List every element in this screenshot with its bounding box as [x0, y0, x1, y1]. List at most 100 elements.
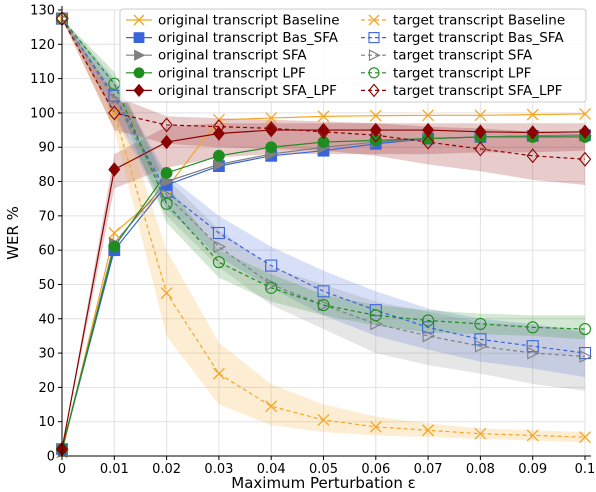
data-point-series-6	[369, 304, 382, 317]
data-point-series-5	[317, 414, 330, 426]
data-point-series-5	[369, 420, 382, 433]
band-series-7	[62, 18, 585, 391]
data-point-series-3	[212, 149, 225, 162]
y-tick-label: 20	[38, 381, 55, 396]
y-tick-label: 10	[38, 415, 55, 430]
x-tick-label: 0.02	[152, 462, 181, 477]
data-point-series-3	[265, 141, 278, 154]
legend-marker	[368, 49, 381, 62]
legend-label: target transcript SFA	[393, 48, 533, 64]
data-point-series-9	[369, 127, 383, 143]
data-point-series-5	[526, 429, 539, 442]
data-point-series-4	[369, 122, 382, 138]
y-tick-label: 40	[38, 312, 55, 327]
data-point-series-7	[579, 350, 593, 363]
y-tick-label: 50	[38, 278, 55, 293]
axes: 0 10 20 30 40 50 60 70 80 90 100 110 120 130 0 0.01 0.02…	[4, 4, 595, 492]
data-point-series-8	[369, 309, 382, 322]
legend-marker	[368, 83, 380, 98]
y-tick-label: 130	[30, 4, 55, 19]
data-point-series-4	[474, 124, 487, 140]
legend-marker	[368, 32, 380, 44]
legend-marker	[134, 49, 146, 61]
data-point-series-0	[108, 227, 121, 239]
legend: original transcript Baseline original tra…	[119, 8, 587, 103]
x-tick-label: 0.1	[575, 462, 596, 477]
data-point-series-5	[579, 431, 591, 444]
band-series-5	[62, 18, 585, 443]
x-tick-label: 0.03	[204, 462, 233, 477]
data-point-series-4	[317, 122, 330, 138]
legend-box	[119, 8, 587, 103]
data-point-series-9	[526, 148, 539, 164]
data-point-series-9	[108, 105, 121, 121]
legend-marker	[133, 67, 145, 79]
legend-label: original transcript SFA_LPF	[158, 83, 337, 99]
legend-label: target transcript Bas_SFA	[393, 30, 564, 46]
x-tick-label: 0.05	[309, 462, 338, 477]
y-tick-label: 120	[30, 38, 55, 53]
y-tick-label: 80	[38, 175, 55, 190]
legend-label: original transcript Baseline	[158, 13, 340, 29]
data-point-series-6	[526, 340, 539, 353]
x-tick-label: 0.01	[100, 462, 129, 477]
data-point-series-8	[160, 197, 173, 210]
band-series-9	[62, 18, 585, 185]
data-point-series-6	[317, 285, 330, 298]
line-series-8	[61, 18, 586, 330]
data-point-series-9	[474, 141, 487, 157]
data-point-series-8	[317, 298, 330, 312]
data-point-series-7	[108, 92, 122, 106]
data-point-series-8	[526, 321, 539, 334]
data-point-series-4	[265, 122, 278, 138]
y-tick-label: 100	[30, 106, 55, 121]
data-point-series-0	[265, 112, 278, 125]
data-point-series-3	[160, 167, 173, 179]
data-point-series-0	[526, 108, 539, 121]
y-tick-label: 30	[38, 347, 55, 362]
data-point-series-7	[474, 339, 488, 353]
y-axis-title: WER %	[4, 206, 22, 260]
data-point-series-0	[369, 109, 382, 122]
data-point-series-0	[579, 107, 591, 120]
data-point-series-6	[212, 226, 225, 240]
data-point-series-9	[212, 119, 226, 135]
data-point-series-5	[108, 106, 121, 119]
data-point-series-8	[578, 323, 592, 336]
data-point-series-5	[265, 400, 278, 413]
data-point-series-7	[213, 240, 227, 254]
legend-marker	[368, 14, 380, 26]
legend-label: original transcript LPF	[158, 65, 306, 81]
data-point-series-4	[422, 122, 435, 138]
y-tick-label: 110	[30, 72, 55, 87]
y-tick-label: 60	[38, 244, 55, 259]
y-tick-label: 0	[47, 450, 55, 465]
data-point-series-3	[108, 240, 121, 253]
data-point-series-8	[422, 314, 435, 327]
data-point-series-4	[160, 134, 173, 150]
x-tick-label: 0.06	[361, 462, 390, 477]
data-point-series-7	[527, 346, 540, 360]
x-tick-label: 0.07	[414, 462, 443, 477]
legend-marker	[133, 14, 145, 26]
data-point-series-6	[265, 259, 278, 272]
x-tick-label: 0.04	[257, 462, 286, 477]
data-point-series-6	[474, 333, 487, 346]
y-tick-label: 90	[38, 141, 55, 156]
data-point-series-8	[474, 317, 487, 330]
series-markers	[55, 11, 593, 459]
legend-label: original transcript SFA	[158, 48, 307, 64]
data-point-series-9	[264, 120, 278, 136]
data-point-series-5	[160, 287, 173, 299]
legend-label: target transcript SFA_LPF	[393, 83, 562, 99]
data-point-series-5	[422, 424, 435, 437]
legend-marker	[133, 83, 145, 98]
data-point-series-5	[474, 427, 487, 440]
data-point-series-9	[317, 124, 330, 140]
data-point-series-8	[265, 281, 278, 294]
data-point-series-4	[526, 125, 539, 140]
band-series-4	[62, 123, 585, 450]
data-point-series-0	[317, 110, 330, 123]
data-point-series-7	[422, 329, 436, 343]
